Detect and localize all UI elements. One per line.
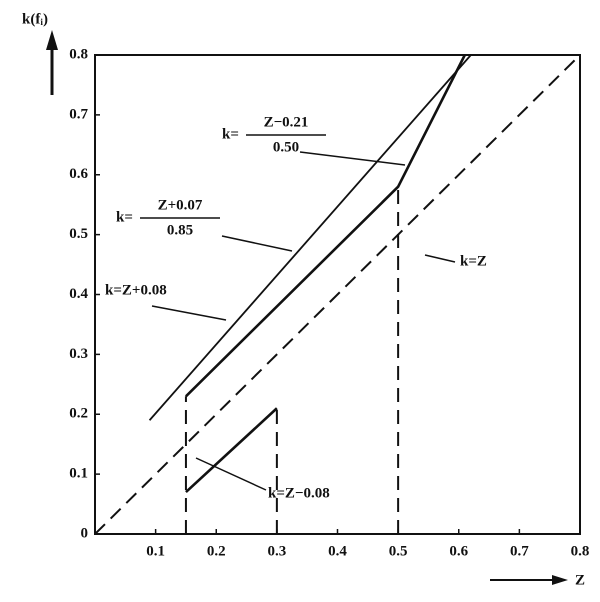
y-tick-label: 0.4 [69, 286, 88, 302]
x-tick-label: 0.5 [389, 543, 408, 559]
annotation: k=Z−0.08 [268, 485, 330, 501]
leader-line [195, 457, 267, 491]
x-tick-label: 0.1 [146, 543, 165, 559]
series-line [148, 54, 472, 421]
annotation: k=Z+0.08 [105, 282, 167, 298]
y-tick-label: 0.6 [69, 166, 88, 182]
x-tick-label: 0.3 [268, 543, 287, 559]
y-tick-label: 0.1 [69, 466, 88, 482]
series-line [185, 407, 278, 494]
y-tick-label: 0 [81, 525, 89, 541]
leader-line [424, 254, 456, 263]
leader-line [299, 151, 406, 166]
y-tick-label: 0.8 [69, 46, 88, 62]
leader-line [151, 305, 227, 321]
x-tick-label: 0.8 [571, 543, 590, 559]
annotation-denominator: 0.50 [273, 139, 299, 155]
annotation-prefix: k= [222, 126, 239, 142]
x-tick-label: 0.7 [510, 543, 529, 559]
x-axis-label: Z [575, 572, 585, 588]
annotation-numerator: Z−0.21 [264, 114, 309, 130]
y-tick-label: 0.7 [69, 106, 88, 122]
annotation: k=Z [460, 253, 487, 269]
y-axis-arrowhead [46, 30, 58, 50]
leader-line [221, 235, 293, 252]
x-tick-label: 0.4 [328, 543, 347, 559]
y-axis-label: k(fᵢ) [22, 11, 48, 27]
y-tick-label: 0.5 [69, 226, 88, 242]
x-tick-label: 0.6 [449, 543, 468, 559]
x-tick-label: 0.2 [207, 543, 226, 559]
annotation-prefix: k= [116, 209, 133, 225]
series-line [94, 54, 581, 535]
y-tick-label: 0.2 [69, 406, 88, 422]
annotation-denominator: 0.85 [167, 222, 193, 238]
series-line [185, 54, 466, 398]
x-axis-arrowhead [552, 575, 568, 585]
annotation-numerator: Z+0.07 [158, 197, 203, 213]
y-tick-label: 0.3 [69, 346, 88, 362]
